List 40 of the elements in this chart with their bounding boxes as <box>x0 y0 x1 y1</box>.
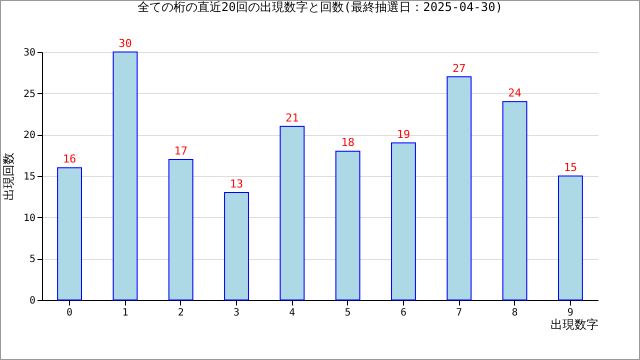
bar <box>335 150 360 300</box>
bar <box>391 142 416 300</box>
x-tick-label: 1 <box>122 308 128 318</box>
data-label: 30 <box>118 37 132 50</box>
y-tick-label: 5 <box>29 254 36 266</box>
x-tick-label: 6 <box>400 308 406 318</box>
bar <box>112 52 138 300</box>
data-label: 18 <box>341 136 354 150</box>
y-tick-label: 15 <box>23 172 36 182</box>
y-tick-label: 30 <box>23 48 36 58</box>
x-tick-label: 0 <box>66 308 73 318</box>
data-label: 19 <box>396 128 410 141</box>
data-label: 21 <box>286 111 299 124</box>
x-tick-label: 7 <box>456 308 462 318</box>
chart-title: 全ての桁の直近20回の出現数字と回数(最終抽選日：2025-04-30) <box>137 0 503 14</box>
data-label: 13 <box>230 178 244 191</box>
y-tick-label: 10 <box>23 212 36 224</box>
bar <box>224 192 249 300</box>
data-label: 17 <box>174 144 188 158</box>
data-label: 16 <box>62 152 76 166</box>
y-tick-label: 25 <box>23 88 36 100</box>
data-label: 24 <box>508 86 522 100</box>
y-axis-title: 出現回数 <box>1 152 16 200</box>
y-tick-label: 20 <box>23 130 36 142</box>
bar <box>446 76 472 300</box>
x-tick-label: 8 <box>512 308 518 318</box>
bar <box>280 126 305 300</box>
x-axis-title: 出現数字 <box>550 318 598 332</box>
bar <box>502 101 528 300</box>
bar <box>558 176 583 300</box>
y-tick-label: 0 <box>29 296 36 306</box>
x-tick-label: 9 <box>567 308 574 318</box>
x-tick-label: 2 <box>178 308 184 318</box>
x-tick-label: 5 <box>344 308 351 318</box>
bar <box>168 158 194 300</box>
x-tick-label: 3 <box>234 308 240 318</box>
data-label: 27 <box>452 62 466 75</box>
data-label: 15 <box>564 161 578 174</box>
x-tick-label: 4 <box>289 308 296 318</box>
bar <box>57 167 82 300</box>
